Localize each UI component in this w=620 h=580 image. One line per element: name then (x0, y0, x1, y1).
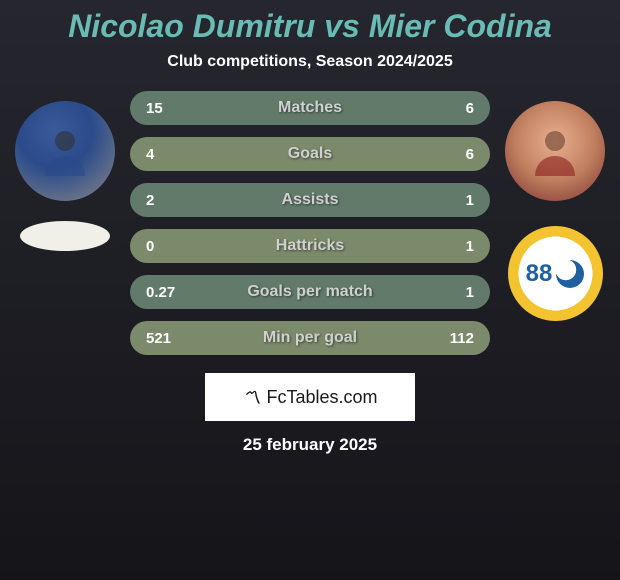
stats-list: 15 Matches 6 4 Goals 6 2 Assists 1 0 Hat… (130, 91, 490, 355)
stat-row-assists: 2 Assists 1 (130, 183, 490, 217)
page-title: Nicolao Dumitru vs Mier Codina (68, 8, 552, 45)
player-left-column (10, 91, 120, 251)
page-subtitle: Club competitions, Season 2024/2025 (167, 53, 452, 71)
report-date: 25 february 2025 (243, 435, 377, 455)
stat-right-value: 6 (434, 146, 474, 163)
logo-text: FcTables.com (266, 387, 377, 408)
player-right-column: 88 (500, 91, 610, 321)
stat-left-value: 521 (146, 330, 186, 347)
stat-row-hattricks: 0 Hattricks 1 (130, 229, 490, 263)
stat-label: Matches (278, 99, 342, 117)
soccer-ball-icon (556, 260, 584, 288)
stat-row-goals-per-match: 0.27 Goals per match 1 (130, 275, 490, 309)
stat-label: Hattricks (276, 237, 344, 255)
stat-row-goals: 4 Goals 6 (130, 137, 490, 171)
player-right-club-badge: 88 (508, 226, 603, 321)
stat-right-value: 1 (434, 284, 474, 301)
player-right-avatar (505, 101, 605, 201)
site-logo: 〽 FcTables.com (205, 373, 415, 421)
stat-label: Goals per match (247, 283, 372, 301)
stat-row-matches: 15 Matches 6 (130, 91, 490, 125)
person-icon (35, 121, 95, 181)
stat-left-value: 2 (146, 192, 186, 209)
stat-right-value: 1 (434, 192, 474, 209)
player-left-avatar (15, 101, 115, 201)
stat-left-value: 15 (146, 100, 186, 117)
stat-right-value: 1 (434, 238, 474, 255)
stat-left-value: 0.27 (146, 284, 186, 301)
stat-left-value: 0 (146, 238, 186, 255)
club-badge-text: 88 (526, 260, 553, 288)
player-left-club-badge (20, 221, 110, 251)
comparison-area: 15 Matches 6 4 Goals 6 2 Assists 1 0 Hat… (0, 91, 620, 355)
stat-label: Min per goal (263, 329, 357, 347)
stat-label: Assists (282, 191, 339, 209)
stat-right-value: 112 (434, 330, 474, 347)
stat-right-value: 6 (434, 100, 474, 117)
stat-label: Goals (288, 145, 332, 163)
person-icon (525, 121, 585, 181)
chart-icon: 〽 (242, 384, 260, 410)
stat-left-value: 4 (146, 146, 186, 163)
stat-row-min-per-goal: 521 Min per goal 112 (130, 321, 490, 355)
